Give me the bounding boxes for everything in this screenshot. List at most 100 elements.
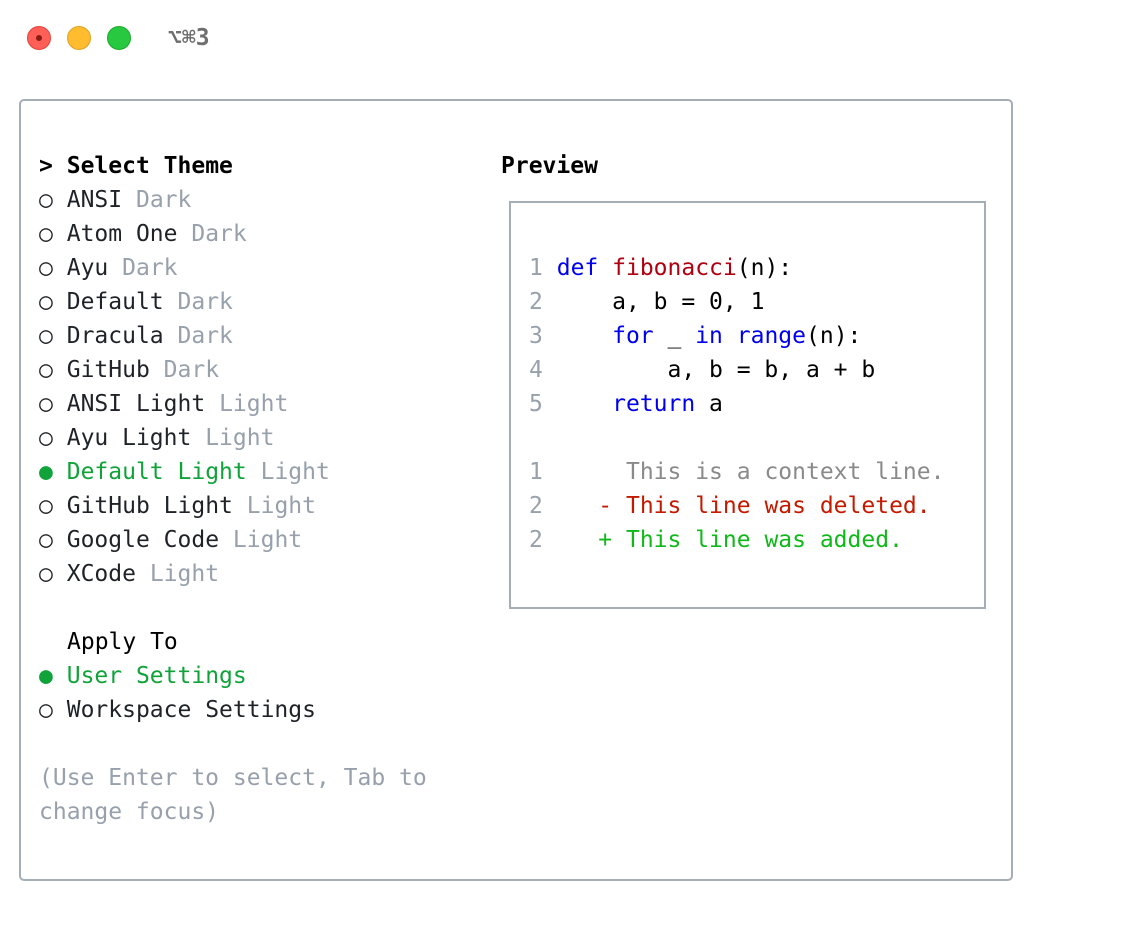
line-number: 3: [529, 323, 543, 349]
theme-type: Light: [246, 493, 316, 519]
shortcut-label: ⌥⌘3: [168, 25, 210, 51]
theme-name: Atom One: [66, 221, 178, 247]
line-number: 2: [529, 493, 543, 519]
line-number: 1: [529, 459, 543, 485]
theme-name: GitHub: [66, 357, 150, 383]
theme-option[interactable]: ○ GitHub Dark: [39, 353, 219, 387]
line-number: 5: [529, 391, 543, 417]
diff-line: 2 + This line was added.: [529, 523, 903, 557]
code-token: [723, 323, 737, 349]
theme-name: Ayu: [66, 255, 109, 281]
code-token: in: [695, 323, 723, 349]
theme-option[interactable]: ○ Atom One Dark: [39, 217, 247, 251]
radio-empty-icon: ○: [39, 323, 53, 349]
preview-heading: Preview: [501, 153, 598, 179]
theme-type: Light: [219, 391, 289, 417]
select-theme-heading: > Select Theme: [39, 149, 233, 183]
diff-line: 1 This is a context line.: [529, 455, 944, 489]
radio-empty-icon: ○: [39, 697, 53, 723]
code-token: [557, 323, 612, 349]
code-line: 3 for _ in range(n):: [529, 319, 861, 353]
minimize-window-button[interactable]: [67, 26, 91, 50]
theme-name: Dracula: [66, 323, 164, 349]
theme-option[interactable]: ○ Google Code Light: [39, 523, 302, 557]
code-token: _: [653, 323, 696, 349]
code-token: range: [736, 323, 807, 349]
line-number: 2: [529, 289, 543, 315]
theme-dialog: [19, 99, 1013, 881]
code-token: return: [612, 391, 696, 417]
theme-option[interactable]: ○ Ayu Dark: [39, 251, 178, 285]
hint-line-2: change focus): [39, 799, 220, 825]
apply-to-option[interactable]: ● User Settings: [39, 659, 247, 693]
radio-empty-icon: ○: [39, 357, 53, 383]
code-token: (n):: [806, 323, 862, 349]
code-token: a, b = 0, 1: [556, 289, 765, 315]
line-number: 4: [529, 357, 543, 383]
radio-empty-icon: ○: [39, 391, 53, 417]
zoom-window-button[interactable]: [107, 26, 131, 50]
theme-type: Dark: [191, 221, 247, 247]
close-window-button[interactable]: [27, 26, 51, 50]
diff-marker: -: [598, 493, 613, 519]
theme-type: Dark: [135, 187, 192, 213]
theme-type: Light: [232, 527, 303, 553]
theme-option[interactable]: ○ XCode Light: [39, 557, 219, 591]
code-token: a: [695, 391, 723, 417]
code-line: 4 a, b = b, a + b: [529, 353, 875, 387]
code-line: 5 return a: [529, 387, 723, 421]
theme-type: Dark: [177, 289, 233, 315]
apply-to-heading: Apply To: [67, 629, 178, 655]
theme-option[interactable]: ○ Dracula Dark: [39, 319, 233, 353]
theme-type: Dark: [122, 255, 178, 281]
apply-to-name: Workspace Settings: [66, 697, 316, 723]
theme-option[interactable]: ○ GitHub Light Light: [39, 489, 316, 523]
radio-empty-icon: ○: [39, 425, 53, 451]
radio-empty-icon: ○: [39, 255, 53, 281]
theme-type: Dark: [163, 357, 220, 383]
theme-option[interactable]: ○ ANSI Light Light: [39, 387, 288, 421]
code-line: 2 a, b = 0, 1: [529, 285, 764, 319]
radio-empty-icon: ○: [39, 289, 53, 315]
radio-empty-icon: ○: [39, 527, 53, 553]
radio-filled-icon: ●: [39, 663, 53, 689]
theme-type: Light: [205, 425, 275, 451]
radio-empty-icon: ○: [39, 493, 53, 519]
diff-text: This is a context line.: [625, 459, 945, 485]
radio-filled-icon: ●: [39, 459, 53, 485]
theme-option[interactable]: ○ Ayu Light Light: [39, 421, 274, 455]
theme-type: Light: [149, 561, 220, 587]
focus-indicator: >: [39, 153, 53, 179]
diff-text: This line was deleted.: [625, 493, 931, 519]
code-token: [557, 391, 612, 417]
theme-name: Default Light: [66, 459, 247, 485]
radio-empty-icon: ○: [39, 221, 53, 247]
apply-to-option[interactable]: ○ Workspace Settings: [39, 693, 316, 727]
theme-name: XCode: [66, 561, 136, 587]
code-token: def: [556, 255, 599, 281]
diff-marker: [598, 459, 612, 485]
code-token: (n):: [736, 255, 793, 281]
theme-name: Ayu Light: [66, 425, 192, 451]
code-token: for: [612, 323, 654, 349]
theme-name: GitHub Light: [66, 493, 233, 519]
code-line: 1 def fibonacci(n):: [529, 251, 792, 285]
theme-option[interactable]: ● Default Light Light: [39, 455, 330, 489]
diff-marker: +: [598, 527, 613, 553]
hint-line-1: (Use Enter to select, Tab to: [39, 765, 427, 791]
code-token: a, b = b, a + b: [556, 357, 876, 383]
theme-option[interactable]: ○ Default Dark: [39, 285, 233, 319]
line-number: 2: [529, 527, 543, 553]
diff-line: 2 - This line was deleted.: [529, 489, 931, 523]
radio-empty-icon: ○: [39, 561, 53, 587]
theme-type: Dark: [177, 323, 233, 349]
apply-to-name: User Settings: [66, 663, 247, 689]
theme-name: ANSI Light: [66, 391, 206, 417]
diff-text: This line was added.: [625, 527, 903, 553]
radio-empty-icon: ○: [39, 187, 53, 213]
theme-name: Default: [66, 289, 164, 315]
theme-name: Google Code: [66, 527, 220, 553]
theme-option[interactable]: ○ ANSI Dark: [39, 183, 191, 217]
code-token: fibonacci: [612, 255, 737, 281]
theme-name: ANSI: [66, 187, 123, 213]
